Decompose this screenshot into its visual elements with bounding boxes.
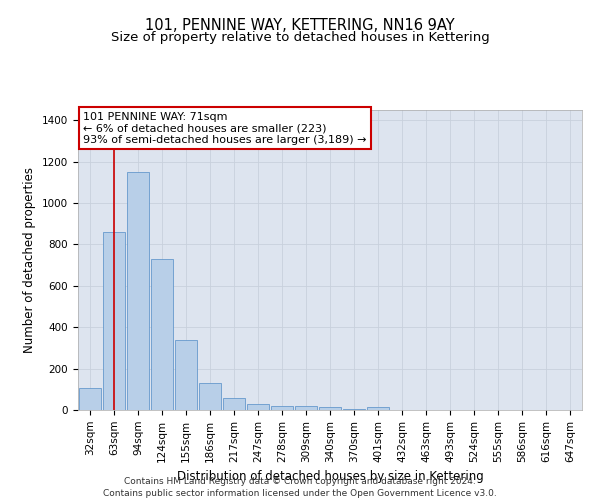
Bar: [343, 409, 365, 410]
Y-axis label: Number of detached properties: Number of detached properties: [23, 167, 37, 353]
Bar: [127, 172, 149, 410]
X-axis label: Distribution of detached houses by size in Kettering: Distribution of detached houses by size …: [176, 470, 484, 483]
Bar: [319, 407, 341, 410]
Text: 101 PENNINE WAY: 71sqm
← 6% of detached houses are smaller (223)
93% of semi-det: 101 PENNINE WAY: 71sqm ← 6% of detached …: [83, 112, 367, 144]
Text: Size of property relative to detached houses in Kettering: Size of property relative to detached ho…: [110, 31, 490, 44]
Bar: [103, 232, 125, 410]
Bar: [271, 406, 293, 410]
Bar: [175, 340, 197, 410]
Text: 101, PENNINE WAY, KETTERING, NN16 9AY: 101, PENNINE WAY, KETTERING, NN16 9AY: [145, 18, 455, 32]
Bar: [79, 388, 101, 410]
Bar: [199, 383, 221, 410]
Bar: [223, 398, 245, 410]
Text: Contains HM Land Registry data © Crown copyright and database right 2024.
Contai: Contains HM Land Registry data © Crown c…: [103, 476, 497, 498]
Bar: [247, 404, 269, 410]
Bar: [151, 259, 173, 410]
Bar: [295, 406, 317, 410]
Bar: [367, 407, 389, 410]
